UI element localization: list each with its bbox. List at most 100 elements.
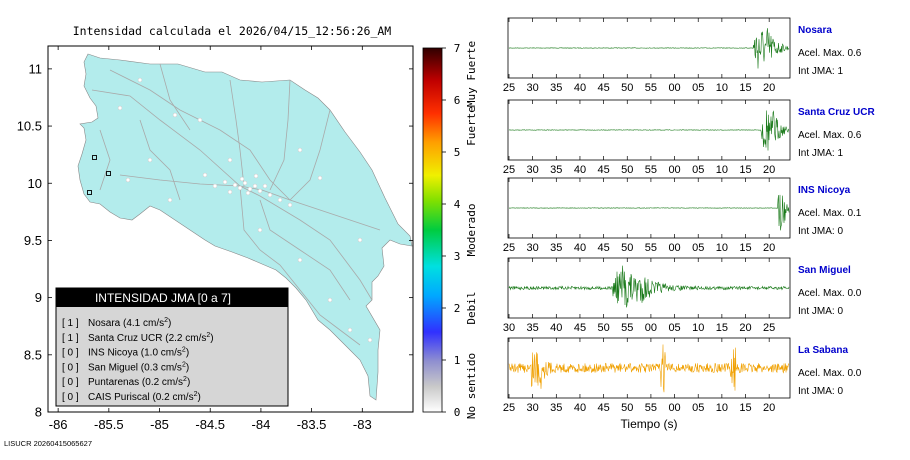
trace-x-tick-label: 25 [503, 164, 515, 176]
map-x-tick-label: -84 [252, 417, 271, 432]
trace-x-tick-label: 30 [527, 402, 539, 414]
map-y-tick-label: 8 [35, 405, 42, 420]
map-y-tick-label: 9 [35, 290, 42, 305]
footer-stamp: LISUCR 20260415065627 [4, 439, 92, 448]
trace-waveform [508, 344, 790, 393]
trace-x-tick-label: 25 [503, 242, 515, 254]
trace-x-tick-label: 05 [668, 322, 680, 334]
trace-x-tick-label: 05 [692, 242, 704, 254]
legend-entry-level: [ 0 ] [62, 348, 79, 359]
colorbar-tick-label: 0 [454, 406, 461, 419]
trace-x-tick-label: 10 [716, 402, 728, 414]
map-y-axis: 11 10.5 10 9.5 9 8.5 8 [17, 61, 413, 420]
intensity-colorbar: 0 1 2 3 4 5 6 7 No sentido Debil Moderado FuerteMu… [422, 41, 478, 419]
legend-title: INTENSIDAD JMA [0 a 7] [95, 291, 231, 305]
trace-x-tick-label: 00 [668, 82, 680, 94]
legend-box [55, 287, 289, 407]
trace-x-tick-label: 00 [645, 322, 657, 334]
trace-x-tick-label: 30 [503, 322, 515, 334]
legend-entry-text: Nosara (4.1 cm/s2) [88, 317, 171, 329]
legend-entry: [ 0 ] San Miguel (0.3 cm/s2) [62, 361, 189, 373]
trace-x-tick-label: 20 [763, 82, 775, 94]
colorbar-category-label: Debil [465, 291, 478, 324]
legend-entry-text: San Miguel (0.3 cm/s2) [88, 361, 189, 373]
colorbar-scale [422, 47, 443, 413]
map-panel: -86 -85.5 -85 -84.5 -84 -83.5 -83 11 10.5 10 9.5 9… [17, 45, 414, 432]
trace-x-tick-label: 45 [597, 82, 609, 94]
colorbar-tick-label: 2 [454, 302, 461, 315]
colorbar-tick-label: 1 [454, 354, 461, 367]
legend-entry: [ 1 ] Nosara (4.1 cm/s2) [62, 317, 171, 329]
trace-x-tick-label: 15 [739, 242, 751, 254]
accel-max-label: Acel. Max. 0.0 [798, 368, 862, 379]
trace-x-tick-label: 55 [621, 322, 633, 334]
seismogram-panel: 30 35 40 45 50 55 00 05 10 15 20 25 San Miguel Acel. … [503, 257, 862, 334]
trace-x-tick-label: 15 [739, 402, 751, 414]
map-x-tick-label: -86 [49, 417, 68, 432]
map-x-tick-label: -85 [150, 417, 169, 432]
trace-frame [507, 337, 791, 399]
trace-x-tick-label: 40 [574, 402, 586, 414]
trace-x-tick-label: 35 [550, 164, 562, 176]
trace-x-tick-label: 50 [621, 402, 633, 414]
accel-max-label: Acel. Max. 0.6 [798, 48, 862, 59]
legend-entry-text: Santa Cruz UCR (2.2 cm/s2) [88, 332, 214, 344]
colorbar-tick-label: 3 [454, 250, 461, 263]
trace-x-tick-label: 50 [621, 242, 633, 254]
legend-entry-text: CAIS Puriscal (0.2 cm/s2) [88, 391, 201, 403]
page-title: Intensidad calculada el 2026/04/15_12:56… [73, 24, 392, 38]
map-x-tick-label: -83.5 [297, 417, 327, 432]
seismogram-panel: 25 30 35 40 45 50 55 00 05 10 15 20 Santa Cruz UCR Ac… [503, 99, 875, 176]
trace-x-tick-label: 30 [527, 82, 539, 94]
time-axis-label: Tiempo (s) [621, 417, 678, 431]
trace-x-tick-label: 05 [692, 402, 704, 414]
trace-x-tick-label: 50 [597, 322, 609, 334]
colorbar-tick-label: 6 [454, 94, 461, 107]
trace-x-tick-label: 45 [574, 322, 586, 334]
map-y-tick-label: 9.5 [24, 233, 42, 248]
trace-x-tick-label: 25 [503, 402, 515, 414]
accel-max-label: Acel. Max. 0.0 [798, 288, 862, 299]
map-x-tick-label: -83 [353, 417, 372, 432]
station-markers [117, 77, 373, 343]
trace-x-tick-label: 35 [550, 82, 562, 94]
station-title: San Miguel [798, 265, 851, 276]
colorbar-tick-label: 4 [454, 198, 461, 211]
accel-max-label: Acel. Max. 0.6 [798, 130, 862, 141]
colorbar-category-label: Fuerte [465, 106, 478, 146]
colorbar-tick-label: 7 [454, 42, 461, 55]
selected-stations [87, 155, 111, 195]
trace-x-tick-label: 35 [527, 322, 539, 334]
trace-x-tick-label: 05 [692, 164, 704, 176]
legend-entry: [ 0 ] INS Nicoya (1.0 cm/s2) [62, 347, 189, 359]
trace-x-tick-label: 15 [739, 164, 751, 176]
seismogram-panel: 25 30 35 40 45 50 55 00 05 10 15 20 INS Nicoya Acel. … [503, 177, 862, 254]
trace-waveform [508, 110, 790, 151]
trace-x-tick-label: 30 [527, 164, 539, 176]
trace-x-tick-label: 20 [763, 402, 775, 414]
trace-x-tick-label: 00 [668, 164, 680, 176]
trace-x-tick-label: 15 [716, 322, 728, 334]
map-x-tick-label: -84.5 [195, 417, 225, 432]
trace-x-tick-label: 20 [739, 322, 751, 334]
trace-x-tick-label: 30 [527, 242, 539, 254]
trace-x-tick-label: 00 [668, 402, 680, 414]
trace-x-tick-label: 10 [716, 242, 728, 254]
trace-x-tick-label: 00 [668, 242, 680, 254]
map-y-tick-label: 11 [29, 61, 43, 76]
seismogram-panels: 25 30 35 40 45 50 55 00 05 10 15 20 Nosara Acel. Max.… [503, 17, 875, 431]
trace-x-tick-label: 25 [763, 322, 775, 334]
station-square [92, 155, 97, 160]
road-network [91, 63, 381, 346]
trace-x-tick-label: 20 [763, 242, 775, 254]
trace-x-tick-label: 55 [645, 164, 657, 176]
map-frame [47, 45, 414, 413]
jma-intensity-label: Int JMA: 0 [798, 386, 843, 397]
station-title: INS Nicoya [798, 185, 851, 196]
trace-x-tick-label: 40 [574, 164, 586, 176]
legend-entry-level: [ 0 ] [62, 392, 79, 403]
trace-x-tick-label: 45 [597, 164, 609, 176]
trace-x-tick-label: 10 [692, 322, 704, 334]
colorbar-category-label: No sentido [465, 353, 478, 419]
